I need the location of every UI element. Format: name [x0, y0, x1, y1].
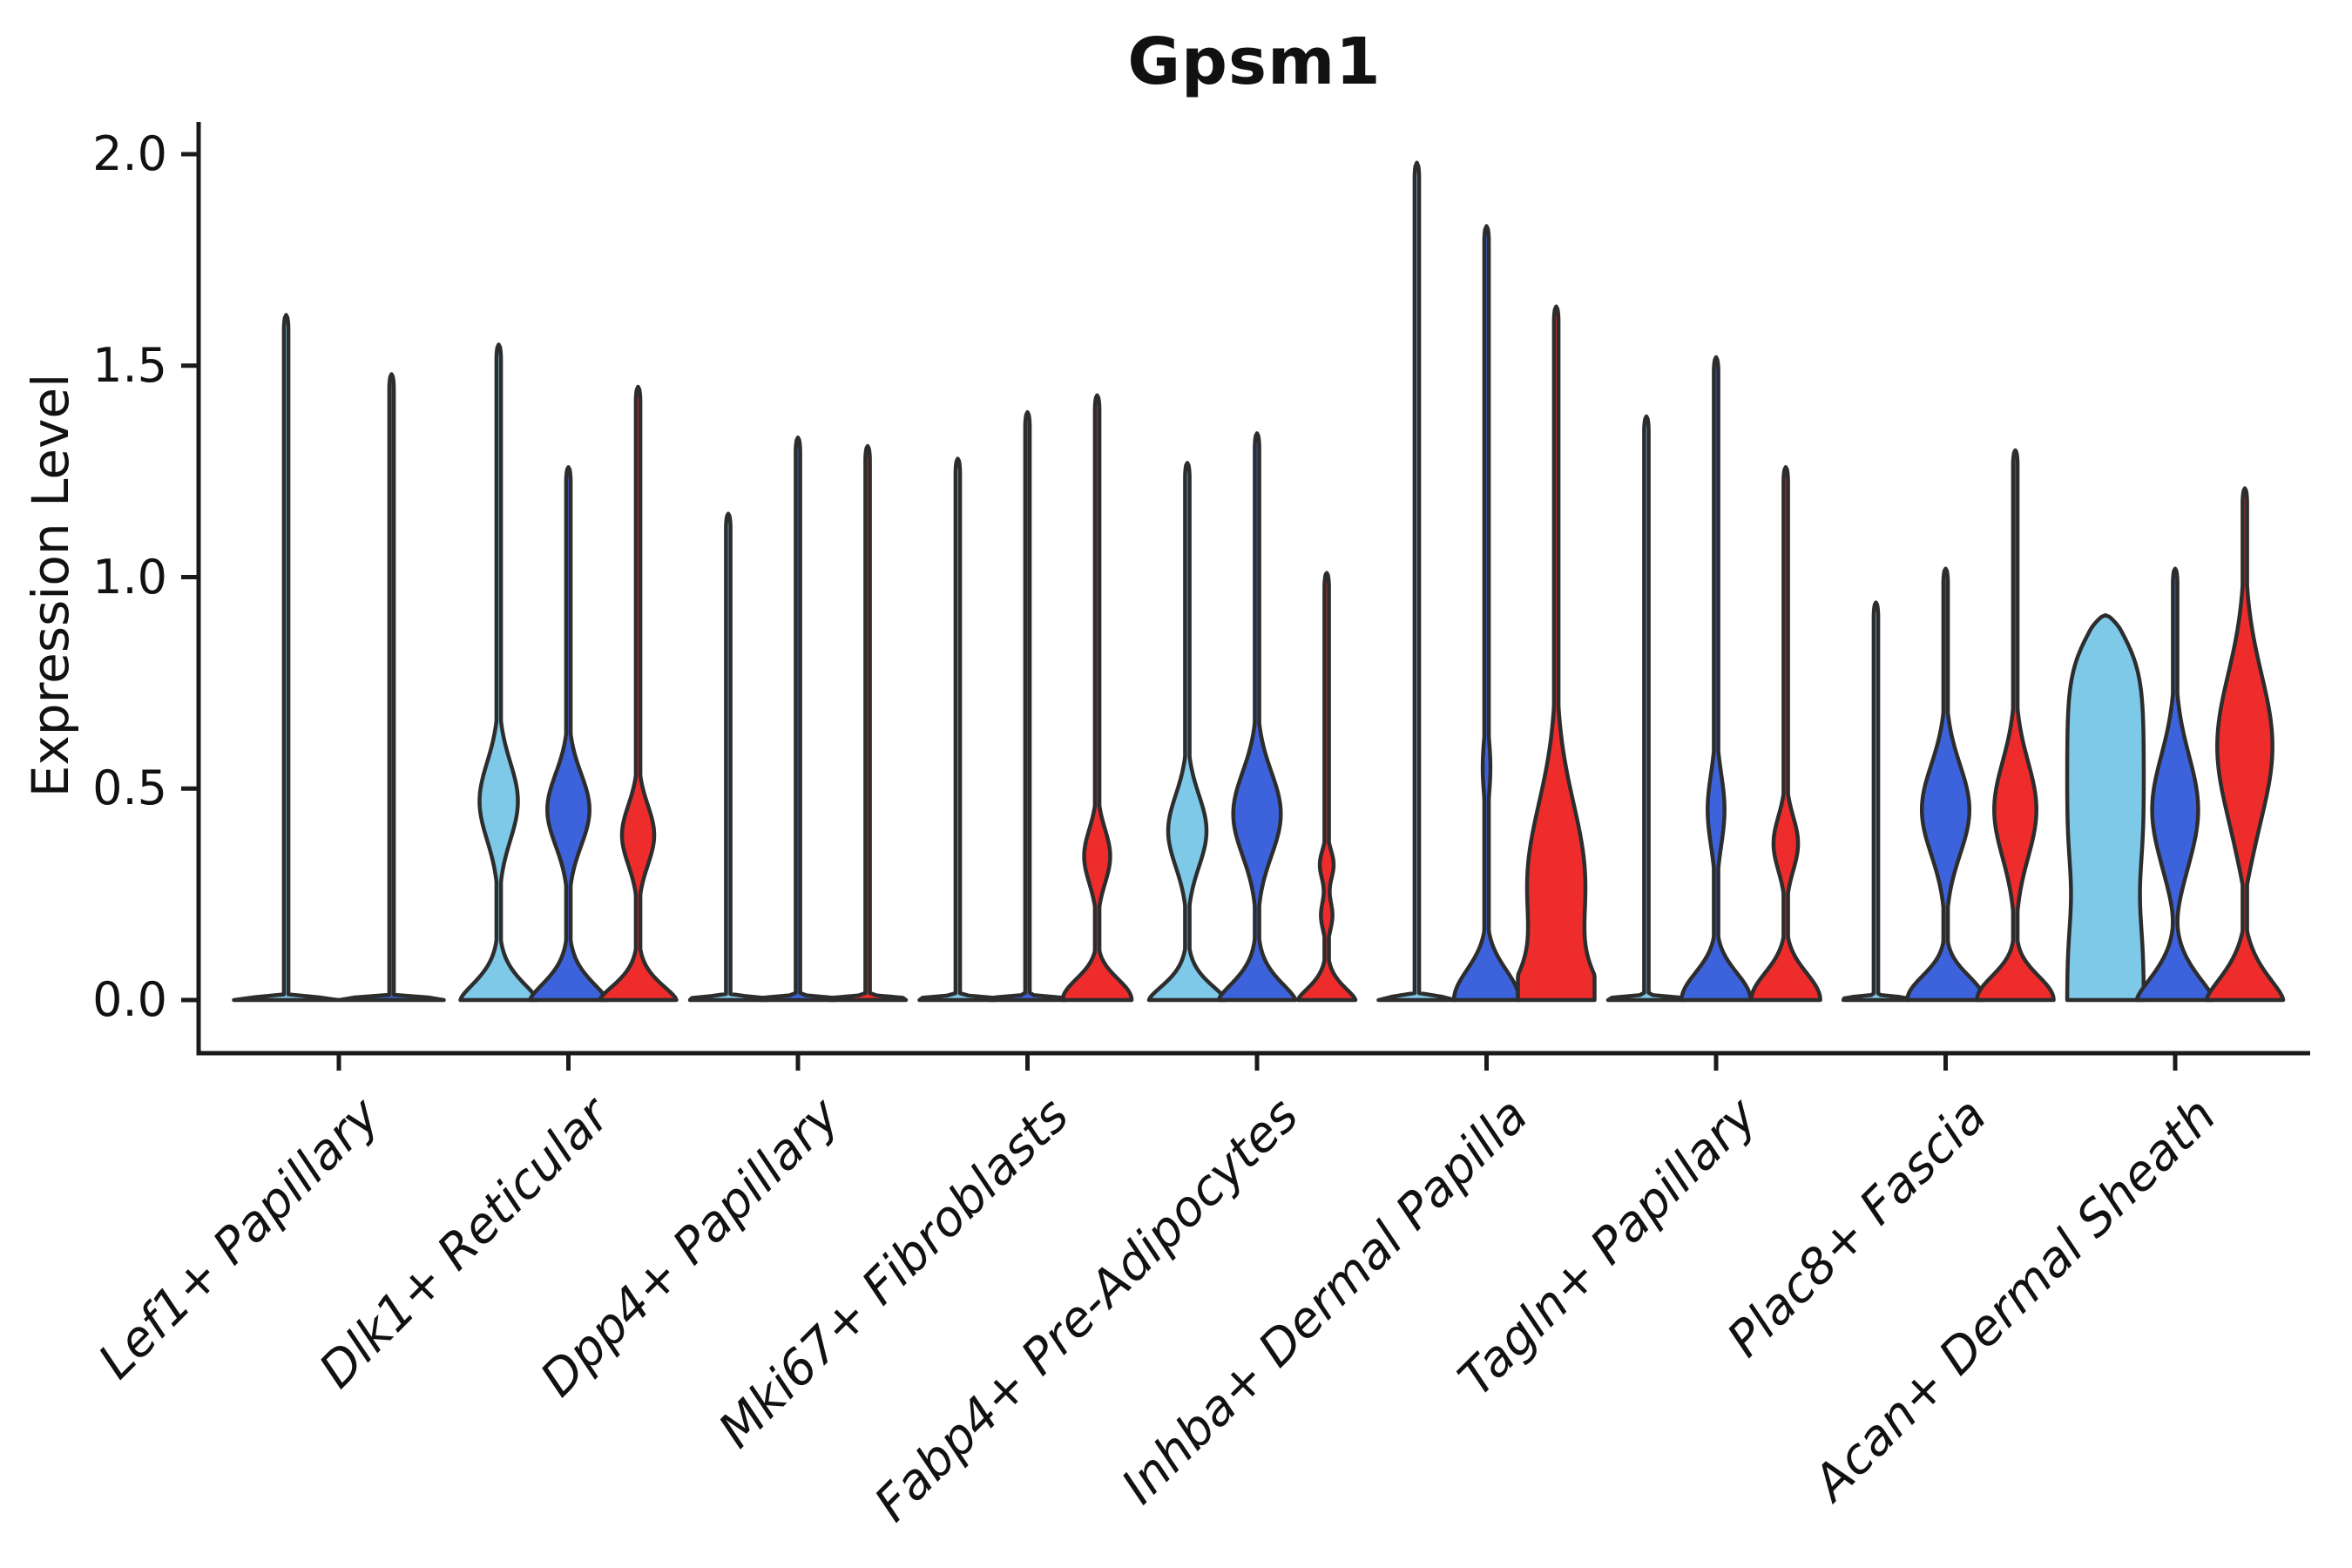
violin-plac8-fascia-red: [1975, 448, 2056, 1003]
violin-tagln-papillary-light-blue: [1605, 414, 1687, 1003]
violin-inhba-dermal-papilla-light-blue: [1376, 160, 1457, 1003]
violin-mki67-fibroblasts-dark-blue: [987, 409, 1068, 1003]
violin-tagln-papillary-dark-blue: [1680, 355, 1753, 1003]
violin-inhba-dermal-papilla-dark-blue: [1451, 224, 1522, 1003]
violin-dlk1-reticular-dark-blue: [528, 465, 609, 1003]
violin-plac8-fascia-dark-blue: [1905, 566, 1986, 1003]
violin-mki67-fibroblasts-red: [1060, 393, 1134, 1003]
violin-fabp4-pre-adipocytes-light-blue: [1146, 461, 1228, 1003]
violin-lef1-papillary-light-blue: [232, 313, 341, 1003]
violin-dpp4-papillary-dark-blue: [757, 436, 839, 1003]
y-tick-label-1.0: 1.0: [92, 549, 167, 605]
y-tick-label-1.5: 1.5: [92, 337, 167, 393]
y-tick-label-2.0: 2.0: [92, 126, 167, 181]
violin-mki67-fibroblasts-light-blue: [917, 456, 998, 1003]
violin-dlk1-reticular-red: [598, 384, 679, 1003]
violin-inhba-dermal-papilla-red: [1516, 304, 1597, 1003]
violin-dpp4-papillary-red: [827, 443, 909, 1003]
violin-tagln-papillary-red: [1749, 465, 1822, 1003]
y-tick-label-0.0: 0.0: [92, 972, 167, 1027]
violin-fabp4-pre-adipocytes-red: [1295, 571, 1358, 1003]
violin-lef1-papillary-dark-blue: [337, 372, 446, 1003]
violin-dlk1-reticular-light-blue: [458, 342, 539, 1003]
violin-acan-dermal-sheath-red: [2204, 486, 2286, 1003]
violin-acan-dermal-sheath-light-blue: [2065, 612, 2146, 1003]
y-tick-label-0.5: 0.5: [92, 760, 167, 816]
violin-acan-dermal-sheath-dark-blue: [2134, 566, 2216, 1003]
violin-fabp4-pre-adipocytes-dark-blue: [1216, 431, 1298, 1003]
violin-dpp4-papillary-light-blue: [687, 511, 769, 1003]
violin-plac8-fascia-light-blue: [1841, 600, 1911, 1003]
chart-title: Gpsm1: [1127, 24, 1382, 99]
